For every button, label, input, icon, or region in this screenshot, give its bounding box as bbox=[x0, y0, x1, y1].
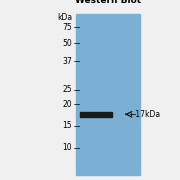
Text: 20: 20 bbox=[62, 100, 72, 109]
Bar bbox=[80, 112, 112, 117]
Bar bbox=[76, 14, 140, 175]
Text: kDa: kDa bbox=[57, 14, 72, 22]
Text: 10: 10 bbox=[62, 143, 72, 152]
Text: 15: 15 bbox=[62, 122, 72, 130]
Text: 25: 25 bbox=[62, 86, 72, 94]
Text: 37: 37 bbox=[62, 57, 72, 66]
Text: 75: 75 bbox=[62, 22, 72, 32]
Text: ←17kDa: ←17kDa bbox=[130, 110, 161, 119]
Text: Western Blot: Western Blot bbox=[75, 0, 141, 5]
Text: 50: 50 bbox=[62, 39, 72, 48]
